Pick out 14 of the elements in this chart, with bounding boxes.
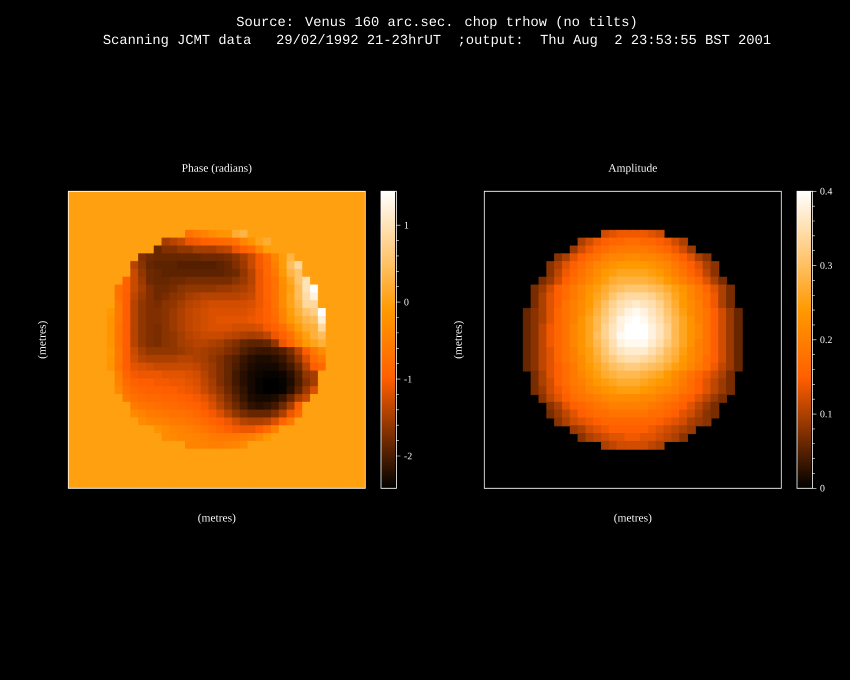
color-bar-label: 0.4 xyxy=(820,188,832,195)
color-bar-label: -1 xyxy=(404,376,412,382)
text: Scanning JCMT data 29/02/1992 21-23hrUT ;output: Thu Aug 2 23:53:55 BST 2001 xyxy=(103,34,770,47)
text: Source: Venus 160 arc.sec. chop trhow (no tilts) xyxy=(236,16,636,29)
chart-title: Amplitude xyxy=(608,164,657,174)
color-bar-label: 0.2 xyxy=(820,336,832,344)
color-bar-label: -2 xyxy=(404,452,412,460)
color-bar-label: 0.1 xyxy=(820,410,832,418)
color-bar-label: 0 xyxy=(404,298,409,306)
color-bar-label: 0.3 xyxy=(820,262,832,269)
y-axis-title: (metres) xyxy=(454,321,464,358)
color-bar-label: 0 xyxy=(820,484,825,492)
color-bar-label: 1 xyxy=(404,222,408,228)
x-axis-title: (metres) xyxy=(614,514,652,524)
